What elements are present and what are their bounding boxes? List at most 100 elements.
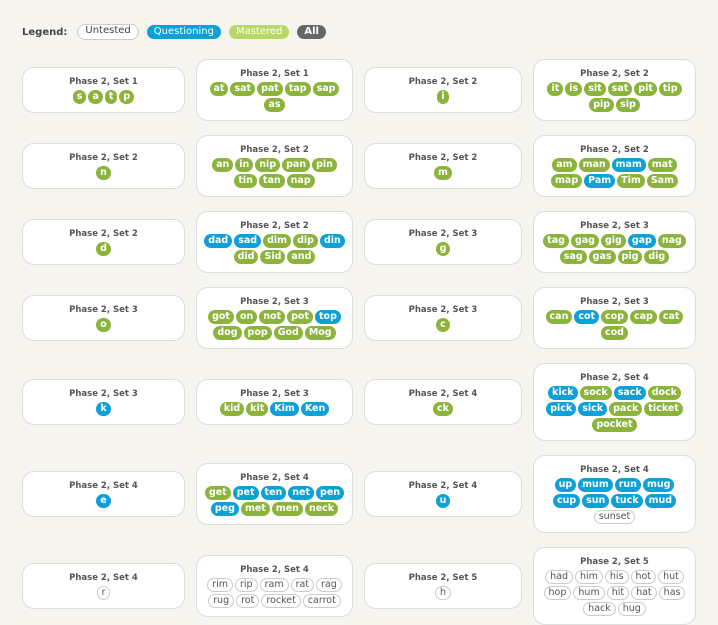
word-chip-mastered[interactable]: did [233, 250, 259, 264]
word-chip-mastered[interactable]: g [435, 242, 451, 256]
word-chip-untested[interactable]: his [604, 570, 629, 584]
word-chip-mastered[interactable]: pit [634, 82, 657, 96]
legend-mastered-filter[interactable]: Mastered [228, 25, 290, 39]
word-chip-questioning[interactable]: run [614, 478, 641, 492]
word-chip-mastered[interactable]: dig [644, 250, 670, 264]
word-chip-mastered[interactable]: got [208, 310, 234, 324]
word-chip-mastered[interactable]: in [235, 158, 254, 172]
word-chip-mastered[interactable]: and [287, 250, 316, 264]
word-chip-mastered[interactable]: men [271, 502, 303, 516]
word-chip-mastered[interactable]: mat [647, 158, 677, 172]
word-chip-questioning[interactable]: cup [552, 494, 581, 508]
word-chip-questioning[interactable]: gap [627, 234, 656, 248]
word-chip-mastered[interactable]: dog [213, 326, 242, 340]
word-chip-mastered[interactable]: p [119, 90, 135, 104]
word-chip-questioning[interactable]: kick [548, 386, 578, 400]
legend-questioning-filter[interactable]: Questioning [146, 25, 221, 39]
word-chip-untested[interactable]: r [96, 586, 111, 600]
word-chip-mastered[interactable]: neck [304, 502, 339, 516]
word-chip-questioning[interactable]: mud [644, 494, 677, 508]
word-chip-mastered[interactable]: am [552, 158, 577, 172]
word-chip-questioning[interactable]: sack [613, 386, 646, 400]
word-chip-questioning[interactable]: mug [642, 478, 675, 492]
word-chip-mastered[interactable]: Mog [304, 326, 336, 340]
word-chip-questioning[interactable]: mam [611, 158, 646, 172]
word-chip-questioning[interactable]: peg [210, 502, 239, 516]
word-chip-questioning[interactable]: Ken [300, 402, 330, 416]
word-chip-mastered[interactable]: can [545, 310, 573, 324]
word-chip-untested[interactable]: rat [290, 578, 315, 592]
word-chip-mastered[interactable]: sag [559, 250, 587, 264]
word-chip-questioning[interactable]: dad [204, 234, 233, 248]
word-chip-mastered[interactable]: ck [433, 402, 453, 416]
word-chip-untested[interactable]: rug [208, 594, 235, 608]
legend-untested-filter[interactable]: Untested [77, 24, 139, 40]
word-chip-mastered[interactable]: tag [543, 234, 569, 248]
word-chip-untested[interactable]: had [545, 570, 573, 584]
word-chip-mastered[interactable]: cap [630, 310, 657, 324]
word-chip-mastered[interactable]: n [96, 166, 111, 180]
word-chip-mastered[interactable]: sit [584, 82, 606, 96]
word-chip-mastered[interactable]: pack [609, 402, 643, 416]
word-chip-mastered[interactable]: God [273, 326, 303, 340]
word-chip-untested[interactable]: ram [259, 578, 289, 592]
word-chip-mastered[interactable]: at [209, 82, 229, 96]
word-chip-mastered[interactable]: pat [257, 82, 283, 96]
legend-all-filter[interactable]: All [297, 25, 326, 39]
word-chip-questioning[interactable]: u [435, 494, 451, 508]
word-chip-mastered[interactable]: o [96, 318, 111, 332]
word-chip-mastered[interactable]: m [434, 166, 452, 180]
word-chip-mastered[interactable]: a [88, 90, 103, 104]
word-chip-questioning[interactable]: Kim [270, 402, 299, 416]
word-chip-questioning[interactable]: cot [574, 310, 600, 324]
word-chip-untested[interactable]: hut [658, 570, 684, 584]
word-chip-mastered[interactable]: as [264, 98, 285, 112]
word-chip-mastered[interactable]: sat [607, 82, 633, 96]
word-chip-mastered[interactable]: met [240, 502, 270, 516]
word-chip-untested[interactable]: sunset [593, 510, 636, 524]
word-chip-mastered[interactable]: pip [589, 98, 615, 112]
word-chip-questioning[interactable]: tuck [611, 494, 643, 508]
word-chip-questioning[interactable]: k [96, 402, 111, 416]
word-chip-questioning[interactable]: net [288, 486, 315, 500]
word-chip-questioning[interactable]: pen [316, 486, 345, 500]
word-chip-mastered[interactable]: nip [255, 158, 281, 172]
word-chip-mastered[interactable]: cat [658, 310, 684, 324]
word-chip-questioning[interactable]: up [554, 478, 577, 492]
word-chip-mastered[interactable]: map [551, 174, 583, 188]
word-chip-mastered[interactable]: i [437, 90, 449, 104]
word-chip-mastered[interactable]: tap [284, 82, 311, 96]
word-chip-questioning[interactable]: top [315, 310, 341, 324]
word-chip-mastered[interactable]: cod [601, 326, 628, 340]
word-chip-mastered[interactable]: t [104, 90, 118, 104]
word-chip-mastered[interactable]: nag [657, 234, 686, 248]
word-chip-mastered[interactable]: kit [246, 402, 269, 416]
word-chip-mastered[interactable]: kid [219, 402, 245, 416]
word-chip-mastered[interactable]: cop [601, 310, 629, 324]
word-chip-mastered[interactable]: an [212, 158, 234, 172]
word-chip-questioning[interactable]: Pam [584, 174, 616, 188]
word-chip-questioning[interactable]: sick [578, 402, 608, 416]
word-chip-mastered[interactable]: pig [617, 250, 643, 264]
word-chip-mastered[interactable]: gig [600, 234, 626, 248]
word-chip-mastered[interactable]: pop [243, 326, 272, 340]
word-chip-mastered[interactable]: Sam [646, 174, 678, 188]
word-chip-questioning[interactable]: pick [546, 402, 577, 416]
word-chip-untested[interactable]: hat [631, 586, 657, 600]
word-chip-untested[interactable]: rip [235, 578, 258, 592]
word-chip-untested[interactable]: has [658, 586, 686, 600]
word-chip-untested[interactable]: h [434, 586, 452, 600]
word-chip-mastered[interactable]: tip [658, 82, 682, 96]
word-chip-mastered[interactable]: pot [287, 310, 313, 324]
word-chip-questioning[interactable]: sun [582, 494, 610, 508]
word-chip-questioning[interactable]: ten [260, 486, 287, 500]
word-chip-mastered[interactable]: sip [616, 98, 640, 112]
word-chip-mastered[interactable]: tin [234, 174, 257, 188]
word-chip-questioning[interactable]: sad [234, 234, 262, 248]
word-chip-mastered[interactable]: sap [312, 82, 340, 96]
word-chip-mastered[interactable]: tan [258, 174, 285, 188]
word-chip-questioning[interactable]: pet [232, 486, 259, 500]
word-chip-untested[interactable]: rot [236, 594, 260, 608]
word-chip-mastered[interactable]: is [565, 82, 583, 96]
word-chip-mastered[interactable]: c [436, 318, 450, 332]
